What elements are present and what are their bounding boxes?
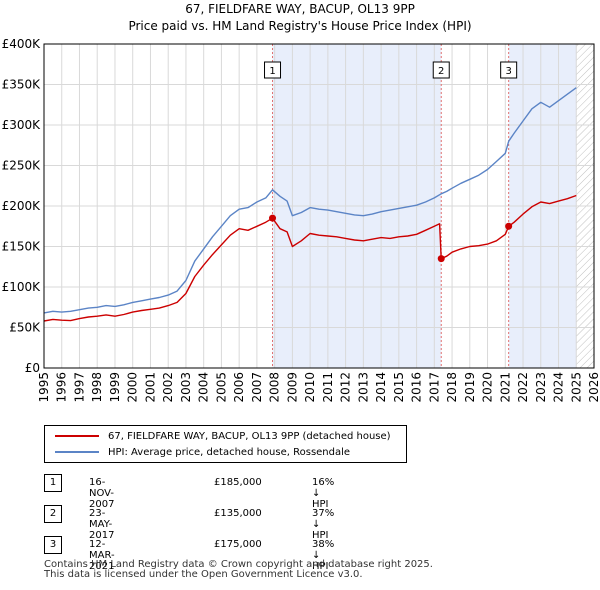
property-price-line [43, 194, 577, 322]
y-tick-label: £300K [2, 118, 42, 132]
x-tick-label: 2010 [303, 372, 317, 403]
transaction-badge: 3 [44, 536, 62, 554]
transaction-badge: 2 [44, 505, 62, 523]
x-tick-label: 2017 [427, 372, 441, 403]
x-tick-label: 2006 [232, 372, 246, 403]
transaction-hpi-diff: 37% ↓ HPI [312, 508, 335, 541]
transaction-hpi-diff: 38% ↓ HPI [312, 539, 335, 572]
x-tick-label: 2011 [321, 372, 335, 403]
plot-frame [43, 43, 595, 369]
x-tick-label: 2015 [392, 372, 406, 403]
x-tick-label: 2005 [214, 372, 228, 403]
legend-label-hpi: HPI: Average price, detached house, Ross… [108, 446, 351, 458]
x-tick-label: 1998 [90, 372, 104, 403]
sale-label-box [500, 61, 518, 79]
transaction-price: £135,000 [214, 508, 262, 519]
y-tick-label: £100K [2, 280, 42, 294]
x-tick-label: 2020 [481, 372, 495, 403]
x-tick-label: 2008 [268, 372, 282, 403]
x-tick-label: 2001 [143, 372, 157, 403]
x-tick-label: 1996 [55, 372, 69, 403]
sale-label-number: 2 [438, 66, 444, 77]
footer-attribution: Contains HM Land Registry data © Crown c… [44, 560, 433, 580]
x-tick-label: 2002 [161, 372, 175, 403]
sale-point [437, 255, 445, 263]
x-tick-label: 1995 [37, 372, 51, 403]
legend-label-property: 67, FIELDFARE WAY, BACUP, OL13 9PP (deta… [108, 430, 391, 442]
x-tick-label: 2000 [126, 372, 140, 403]
x-tick-label: 2003 [179, 372, 193, 403]
x-tick-label: 2019 [463, 372, 477, 403]
x-tick-label: 2014 [374, 372, 388, 403]
sale-label-number: 3 [505, 66, 511, 77]
transaction-price: £175,000 [214, 539, 262, 550]
chart-title: 67, FIELDFARE WAY, BACUP, OL13 9PP [185, 2, 415, 16]
x-tick-label: 2021 [498, 372, 512, 403]
x-tick-label: 1997 [72, 372, 86, 403]
sale-point [269, 214, 277, 222]
footer-line-1: Contains HM Land Registry data © Crown c… [44, 559, 433, 570]
x-tick-label: 2026 [587, 372, 600, 403]
y-tick-label: £50K [9, 321, 41, 335]
x-tick-label: 1999 [108, 372, 122, 403]
x-tick-label: 2004 [197, 372, 211, 403]
y-tick-label: £0 [25, 361, 40, 375]
x-tick-label: 2016 [410, 372, 424, 403]
x-tick-label: 2025 [569, 372, 583, 403]
transaction-date: 12-MAR-2021 [89, 539, 115, 572]
legend-swatch-property [55, 435, 99, 437]
chart-subtitle: Price paid vs. HM Land Registry's House … [128, 19, 472, 33]
y-tick-label: £250K [2, 159, 42, 173]
transaction-hpi-diff: 16% ↓ HPI [312, 477, 335, 510]
sale-label-box [432, 61, 450, 79]
sale-label-box [264, 61, 282, 79]
x-tick-label: 2022 [516, 372, 530, 403]
transaction-price: £185,000 [214, 477, 262, 488]
y-tick-label: £400K [2, 37, 42, 51]
x-tick-label: 2013 [356, 372, 370, 403]
x-tick-label: 2012 [339, 372, 353, 403]
x-tick-label: 2024 [552, 372, 566, 403]
y-tick-label: £350K [2, 78, 42, 92]
x-tick-label: 2007 [250, 372, 264, 403]
x-tick-label: 2009 [285, 372, 299, 403]
transaction-badge: 1 [44, 474, 62, 492]
footer-line-2: This data is licensed under the Open Gov… [44, 569, 363, 580]
transaction-date: 16-NOV-2007 [89, 477, 115, 510]
hpi-line [43, 87, 577, 314]
legend-item-hpi: HPI: Average price, detached house, Ross… [55, 445, 350, 459]
sale-point [505, 222, 513, 230]
y-tick-label: £150K [2, 240, 42, 254]
legend-item-property: 67, FIELDFARE WAY, BACUP, OL13 9PP (deta… [55, 429, 391, 443]
transaction-date: 23-MAY-2017 [89, 508, 115, 541]
y-tick-label: £200K [2, 199, 42, 213]
x-tick-label: 2023 [534, 372, 548, 403]
legend-swatch-hpi [55, 451, 99, 453]
chart-legend: 67, FIELDFARE WAY, BACUP, OL13 9PP (deta… [44, 425, 407, 463]
x-tick-label: 2018 [445, 372, 459, 403]
sale-label-number: 1 [269, 66, 275, 77]
